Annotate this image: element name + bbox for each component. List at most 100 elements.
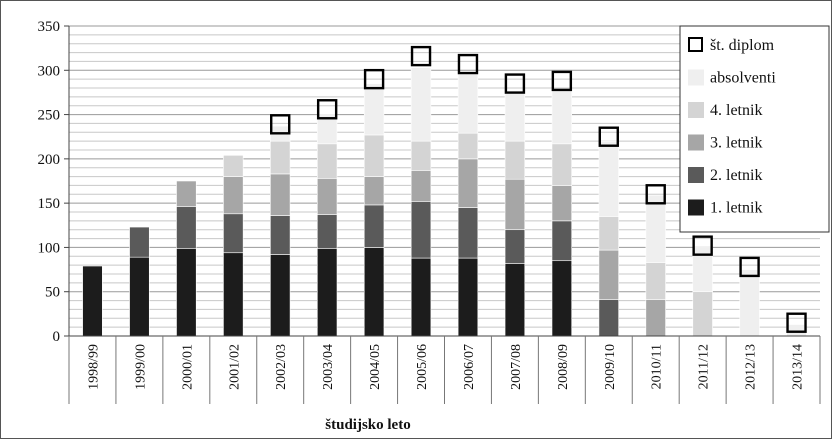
x-tick-label: 2002/03 (274, 344, 289, 390)
bar-segment (176, 180, 197, 207)
x-axis: 1998/99 1999/00 2000/01 2001/02 2002/03 2003/… (68, 335, 821, 404)
legend-label: 2. letnik (710, 167, 762, 184)
bar-segment (645, 299, 666, 337)
x-tick-label: 2011/12 (697, 344, 712, 389)
legend-label: št. diplom (710, 37, 775, 54)
bar-segment (504, 91, 526, 142)
legend-swatch-diplom (688, 37, 703, 52)
bar-segment (504, 140, 526, 180)
x-tick-label: 2010/11 (650, 344, 665, 389)
bar-segment (82, 265, 103, 337)
bar-segment (316, 143, 338, 179)
diploma-markers (270, 45, 807, 333)
bar-segment (457, 207, 479, 259)
bar-segment (270, 140, 291, 175)
bar-segment (457, 132, 479, 160)
bar-segment (645, 194, 666, 263)
bar-segment (363, 204, 385, 248)
bar-segment (270, 215, 291, 255)
bar-segment (504, 178, 526, 231)
bar-segment (363, 176, 385, 206)
bar-segment (410, 67, 432, 142)
x-tick-label: 2005/06 (415, 344, 430, 390)
x-tick-label: 2012/13 (744, 344, 759, 390)
bar-segment (786, 324, 807, 337)
bar-segment (645, 262, 666, 300)
bar-segment (598, 140, 619, 217)
legend-label: absolventi (710, 70, 776, 87)
bar-segment (223, 213, 244, 254)
bar-segment (410, 201, 432, 259)
x-tick-label: 2000/01 (180, 344, 195, 390)
bars (82, 67, 807, 337)
x-tick-label: 2004/05 (368, 344, 383, 390)
bar-segment (316, 214, 338, 249)
bar-segment (551, 88, 573, 145)
bar-segment (363, 134, 385, 177)
y-tick-label: 300 (38, 63, 61, 79)
bar-segment (316, 248, 338, 337)
bar-segment (504, 229, 526, 264)
bar-segment (598, 299, 619, 337)
diploma-marker (645, 184, 666, 205)
legend-swatch (688, 167, 704, 183)
y-axis: 0 50 100 150 200 250 300 350 (38, 19, 70, 345)
diploma-marker (739, 256, 760, 278)
legend-box (679, 25, 830, 233)
bar-segment (316, 113, 338, 145)
bar-segment (551, 185, 573, 222)
legend: št. diplom absolventi 4. letnik 3. letnik 2.… (679, 25, 830, 233)
bar-segment (176, 206, 197, 249)
bar-segment (223, 252, 244, 337)
legend-swatch (688, 69, 704, 86)
legend-label: 4. letnik (710, 102, 762, 119)
bar-segment (692, 247, 713, 293)
x-tick-label: 2007/08 (509, 344, 524, 390)
legend-label: 3. letnik (710, 135, 762, 152)
x-tick-label: 1999/00 (133, 344, 148, 390)
y-tick-label: 150 (38, 196, 61, 212)
diploma-marker (363, 68, 385, 90)
bar-segment (410, 257, 432, 337)
bar-segment (598, 216, 619, 251)
diploma-marker (410, 45, 432, 67)
legend-swatch (688, 134, 704, 151)
x-tick-label: 2001/02 (227, 344, 242, 390)
x-tick-label: 1998/99 (86, 344, 101, 390)
bar-segment (129, 226, 150, 258)
legend-label: 1. letnik (710, 200, 762, 217)
y-tick-label: 50 (45, 285, 60, 301)
bar-segment (739, 269, 760, 337)
bar-segment (551, 143, 573, 186)
bar-segment (270, 254, 291, 337)
y-tick-label: 100 (38, 240, 61, 256)
bar-segment (457, 158, 479, 208)
diploma-marker (598, 126, 619, 147)
x-tick-label: 2013/14 (791, 344, 806, 390)
bar-segment (551, 220, 573, 262)
diploma-marker (504, 73, 526, 94)
y-tick-label: 350 (38, 19, 61, 35)
diploma-marker (786, 312, 807, 333)
bar-segment (551, 260, 573, 337)
bar-segment (176, 248, 197, 337)
x-tick-label: 2003/04 (321, 344, 336, 390)
bar-segment (692, 291, 713, 337)
bar-segment (316, 178, 338, 215)
y-tick-label: 250 (38, 108, 61, 124)
diploma-marker (692, 235, 713, 256)
bar-segment (457, 257, 479, 337)
bar-segment (457, 74, 479, 134)
diploma-marker (551, 70, 573, 92)
bar-segment (410, 170, 432, 202)
bar-segment (363, 247, 385, 337)
y-tick-label: 0 (53, 329, 61, 345)
bar-segment (363, 83, 385, 136)
diploma-marker (270, 114, 291, 135)
legend-swatch (688, 102, 704, 118)
bar-segment (410, 140, 432, 171)
bar-segment (223, 176, 244, 215)
bar-segment (270, 173, 291, 216)
x-tick-label: 2008/09 (556, 344, 571, 390)
